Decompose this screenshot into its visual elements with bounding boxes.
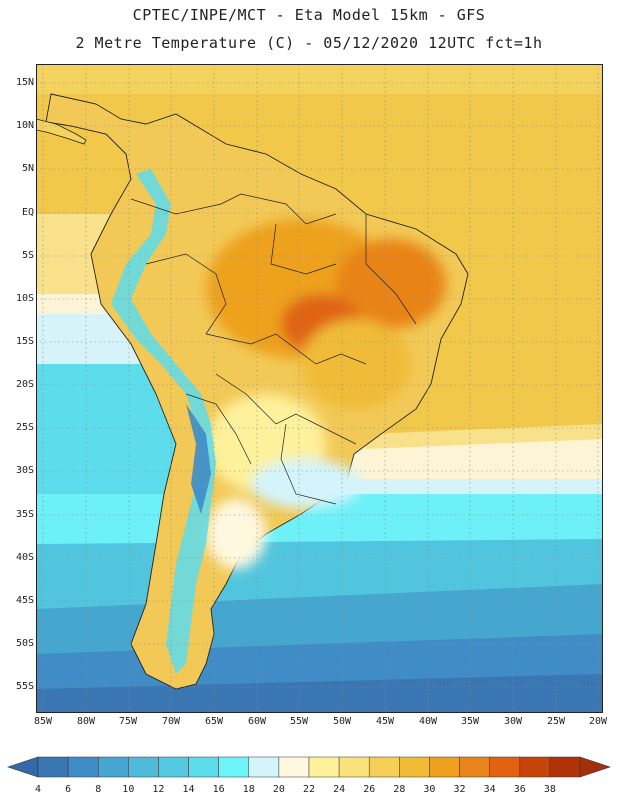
- color-scale-label: 32: [453, 784, 466, 795]
- lon-label-60w: 60W: [247, 716, 267, 727]
- map-border: [36, 64, 603, 713]
- color-scale-cell: [188, 756, 219, 778]
- cool-zone-pampas: [251, 459, 361, 509]
- color-scale-low-arrow: [7, 756, 39, 778]
- lon-label-25w: 25W: [546, 716, 566, 727]
- color-scale-cell: [67, 756, 99, 778]
- lon-label-80w: 80W: [76, 716, 96, 727]
- color-scale-cell: [248, 756, 280, 778]
- lat-label-55s: 55S: [15, 681, 34, 692]
- color-scale-cell: [368, 756, 400, 778]
- color-scale-cell: [489, 756, 521, 778]
- lon-label-75w: 75W: [118, 716, 138, 727]
- color-scale-label: 12: [152, 784, 165, 795]
- map-subtitle: 2 Metre Temperature (C) - 05/12/2020 12U…: [75, 34, 543, 52]
- ocean-cold-band-5: [36, 674, 603, 713]
- lat-label-50s: 50S: [15, 638, 34, 649]
- lat-label-10n: 10N: [15, 120, 34, 131]
- color-scale-label: 18: [242, 784, 255, 795]
- color-scale-label: 28: [393, 784, 406, 795]
- color-scale-label: 22: [302, 784, 316, 795]
- color-scale-cell: [429, 756, 460, 778]
- color-scale-label: 16: [212, 784, 225, 795]
- graticule: [36, 64, 603, 713]
- lon-label-70w: 70W: [161, 716, 181, 727]
- hot-zone-northeast: [336, 239, 446, 329]
- color-scale-cell: [549, 756, 581, 778]
- color-scale-label: 20: [272, 784, 285, 795]
- lat-label-20s: 20S: [15, 379, 34, 390]
- color-scale-high-arrow: [579, 756, 611, 778]
- lat-label-35s: 35S: [15, 509, 34, 520]
- color-scale-cell: [519, 756, 551, 778]
- color-scale-cell: [218, 756, 250, 778]
- color-scale-cell: [37, 756, 69, 778]
- lat-label-30s: 30S: [15, 465, 34, 476]
- lat-label-40s: 40S: [15, 552, 34, 563]
- lon-label-35w: 35W: [460, 716, 480, 727]
- lon-label-20w: 20W: [588, 716, 608, 727]
- map-title: CPTEC/INPE/MCT - Eta Model 15km - GFS: [132, 6, 486, 24]
- ocean-north-band: [36, 64, 603, 94]
- color-scale-label: 36: [513, 784, 526, 795]
- lon-label-50w: 50W: [332, 716, 352, 727]
- color-scale-label: 14: [182, 784, 195, 795]
- color-scale-cell: [278, 756, 310, 778]
- mild-zone-patagonia: [206, 499, 266, 569]
- color-scale-cell: [158, 756, 189, 778]
- color-scale-cell: [128, 756, 159, 778]
- color-scale-label: 26: [363, 784, 376, 795]
- color-scale-label: 6: [65, 784, 72, 795]
- andes-high-cold-core: [186, 404, 211, 514]
- lat-label-5n: 5N: [21, 163, 34, 174]
- lon-label-85w: 85W: [33, 716, 53, 727]
- color-scale-label: 38: [543, 784, 556, 795]
- color-scale-cell: [399, 756, 430, 778]
- warm-zone-plateau: [301, 319, 411, 409]
- lat-label-10s: 10S: [15, 293, 34, 304]
- color-scale-cell: [308, 756, 340, 778]
- central-america-landmass: [36, 118, 87, 145]
- color-scale-label: 10: [122, 784, 135, 795]
- lon-label-30w: 30W: [503, 716, 523, 727]
- lat-label-eq: EQ: [21, 207, 34, 218]
- temperature-map: [36, 64, 603, 713]
- color-scale-label: 34: [483, 784, 496, 795]
- color-scale-label: 24: [333, 784, 346, 795]
- lat-label-15s: 15S: [15, 336, 34, 347]
- color-scale-label: 8: [95, 784, 102, 795]
- lon-label-40w: 40W: [418, 716, 438, 727]
- color-scale-cell: [338, 756, 370, 778]
- lat-label-25s: 25S: [15, 422, 34, 433]
- color-scale-cell: [459, 756, 490, 778]
- color-scale-label: 4: [34, 784, 42, 795]
- lon-label-55w: 55W: [289, 716, 309, 727]
- color-scale-cell: [97, 756, 129, 778]
- color-scale-label: 30: [423, 784, 436, 795]
- lat-label-5s: 5S: [21, 250, 34, 261]
- lat-label-45s: 45S: [15, 595, 34, 606]
- lon-label-65w: 65W: [204, 716, 224, 727]
- country-borders: [130, 193, 417, 505]
- andes-cold-spine: [111, 169, 216, 674]
- lat-label-15n: 15N: [15, 77, 34, 88]
- lon-label-45w: 45W: [375, 716, 395, 727]
- color-scale-bar: [7, 756, 611, 778]
